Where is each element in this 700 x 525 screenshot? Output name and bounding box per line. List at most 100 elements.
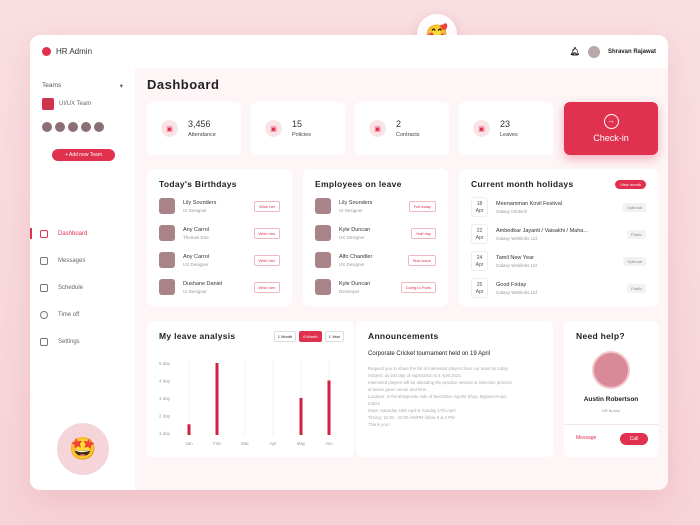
avatar[interactable] [81, 122, 91, 132]
stat-card[interactable]: ▣ 23 Leaves [459, 102, 553, 155]
logo-icon [42, 47, 51, 56]
view-month-button[interactable]: View month [615, 180, 646, 189]
bar-jun[interactable] [327, 380, 331, 436]
person-name: Kyle Duncan [339, 226, 371, 233]
x-tick-label: Mar [241, 441, 249, 446]
nav-label: Messages [58, 257, 86, 264]
stat-value: 15 [292, 119, 303, 129]
holiday-item: 24 Apr Tamil New Year Galaxy Weblinks Ltd Op… [471, 251, 646, 271]
stat-label: Attendance [188, 132, 216, 138]
avatar[interactable] [94, 122, 104, 132]
announcement-line: Subject: as last day of registration is … [368, 373, 462, 378]
check-in-label: Check-in [593, 132, 629, 143]
wish-button[interactable]: Wish him [253, 227, 280, 239]
calendar-icon [40, 283, 48, 292]
sidebar-item-settings[interactable]: Settings [30, 328, 135, 355]
message-button[interactable]: Message [576, 435, 597, 441]
avatar [159, 198, 175, 214]
announcement-headline: Corporate Cricket tournament held on 19 … [368, 351, 491, 357]
sidebar-item-time-off[interactable]: Time off [30, 301, 135, 328]
holiday-name: Ambedkar Jayanti / Vaisakhi / Maha... [496, 227, 588, 234]
avatar[interactable] [55, 122, 65, 132]
check-in-button[interactable]: → Check-in [564, 102, 658, 155]
sidebar-nav: Dashboard Messages Schedule Time off Set… [30, 220, 135, 355]
person-name: Lily Sounders [183, 199, 217, 206]
sidebar-item-schedule[interactable]: Schedule [30, 274, 135, 301]
person-icon: ▣ [161, 120, 178, 137]
stat-value: 3,456 [188, 119, 211, 129]
call-button[interactable]: Call [620, 433, 648, 445]
y-tick-label: 1 day [159, 431, 171, 436]
person-role: UI Designer [183, 207, 207, 213]
help-card: Need help? Austin Robertson HR Buddy Mes… [564, 321, 658, 457]
leave-status: Going to Paris [400, 281, 436, 293]
card-title: Current month holidays [471, 179, 574, 189]
contact-photo [592, 351, 630, 389]
holiday-org: Galaxy Weblinks Ltd [496, 289, 537, 295]
logo[interactable]: HR Admin [42, 47, 92, 56]
announcement-line: Indore [368, 401, 381, 406]
announcement-line: Timing: 10:30 - 12:00 AM/PM follow 9 & 4… [368, 415, 455, 420]
stat-card[interactable]: ▣ 2 Contracts [355, 102, 449, 155]
page-title: Dashboard [147, 77, 220, 92]
person-role: UX Designer [183, 261, 209, 267]
date-month: Apr [475, 289, 484, 295]
holiday-org: Galaxy Infotech [496, 208, 528, 214]
announcement-line: Location: in-front/Opposite side of Deca… [368, 394, 507, 399]
date-badge: 18 Apr [471, 197, 488, 217]
wish-button[interactable]: Wish him [253, 281, 280, 293]
user-avatar[interactable] [587, 45, 600, 58]
announcement-line: at below given venue and time. [368, 387, 428, 392]
person-name: Alfo Chandler [339, 253, 373, 260]
person-role: UI Designer [339, 207, 363, 213]
list-item: Lily Sounders UI Designer Full today [315, 196, 436, 216]
bar-jan[interactable] [187, 424, 191, 435]
stat-card[interactable]: ▣ 15 Policies [251, 102, 345, 155]
emoji-illustration: 🤩 [57, 423, 109, 475]
team-item[interactable]: UI/UX Team [42, 98, 91, 110]
announcement-line: Thank you ! [368, 422, 391, 427]
list-item: Alfo Chandler UX Designer Sick leave [315, 250, 436, 270]
add-team-button[interactable]: + Add new Team [52, 149, 115, 161]
nav-label: Settings [58, 338, 80, 345]
team-name: UI/UX Team [59, 101, 92, 107]
nav-label: Time off [58, 311, 80, 318]
list-item: Any Carrol Thomas Doe Wish him [159, 223, 280, 243]
sidebar-item-dashboard[interactable]: Dashboard [30, 220, 135, 247]
stat-card[interactable]: ▣ 3,456 Attendance [147, 102, 241, 155]
card-title: Need help? [576, 331, 625, 341]
bar-may[interactable] [299, 398, 303, 435]
stat-value: 23 [500, 119, 511, 129]
leave-card: Employees on leave Lily Sounders UI Design… [303, 169, 448, 306]
person-role: UI Designer [183, 288, 207, 294]
announcement-line: Days: Saturday 16th April & Sunday 17th … [368, 408, 456, 413]
range-1-month[interactable]: 1 Month [273, 331, 297, 342]
user-name[interactable]: Shravan Rajawat [607, 48, 656, 55]
leave-status: Full today [408, 200, 436, 212]
list-item: Kyle Duncan Developer Going to Paris [315, 277, 436, 297]
range-6-month[interactable]: 6 Month [299, 331, 322, 342]
avatar[interactable] [42, 122, 52, 132]
stat-label: Policies [292, 132, 311, 138]
bell-icon[interactable]: 🔔︎ [569, 47, 580, 56]
gear-icon [40, 337, 48, 346]
avatar [315, 279, 331, 295]
avatar[interactable] [68, 122, 78, 132]
list-item: Dushane Daniel UI Designer Wish him [159, 277, 280, 297]
holiday-org: Galaxy Weblinks Ltd [496, 235, 537, 241]
divider [564, 424, 658, 425]
date-badge: 25 Apr [471, 278, 488, 298]
sidebar-item-messages[interactable]: Messages [30, 247, 135, 274]
bar-feb[interactable] [215, 363, 219, 435]
message-icon [40, 256, 48, 265]
team-icon [42, 98, 54, 110]
avatar [315, 252, 331, 268]
wish-button[interactable]: Wish her [254, 200, 280, 212]
wish-button[interactable]: Wish him [253, 254, 280, 266]
y-tick-label: 3 day [159, 396, 171, 401]
range-1-year[interactable]: 1 Year [324, 331, 344, 342]
holiday-item: 25 Apr Good Friday Galaxy Weblinks Ltd Publi… [471, 278, 646, 298]
holiday-type-tag: Optional [623, 256, 646, 266]
holiday-name: Tamil New Year [496, 254, 534, 261]
teams-dropdown[interactable]: Teams ▾ [42, 82, 123, 90]
